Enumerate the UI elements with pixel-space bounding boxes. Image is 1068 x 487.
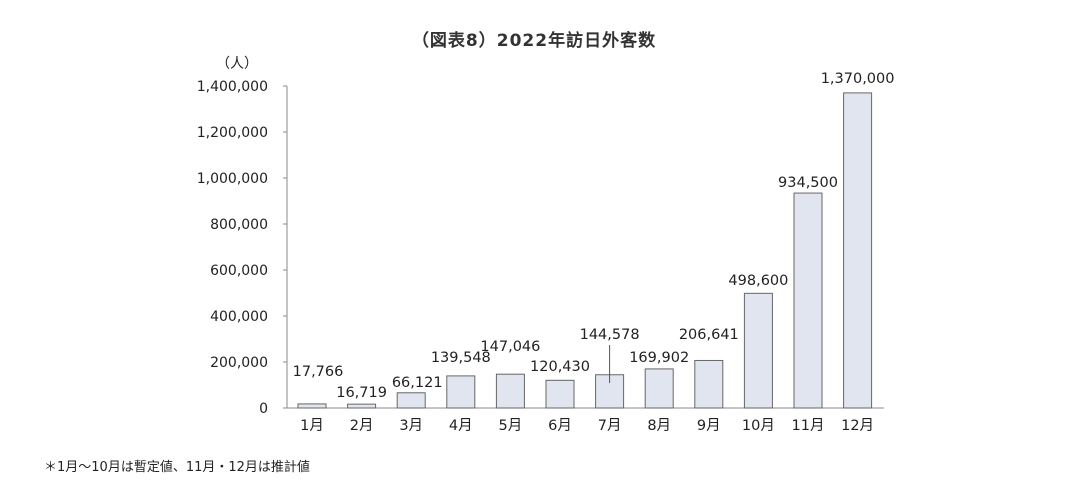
y-tick-label: 800,000 xyxy=(210,217,268,233)
bar-4 xyxy=(446,375,476,409)
x-tick-label: 10月 xyxy=(742,418,775,434)
bar-10 xyxy=(743,292,773,409)
y-tick-label: 200,000 xyxy=(210,355,268,371)
y-tick-label: 1,400,000 xyxy=(197,79,268,95)
data-label: 169,902 xyxy=(629,350,689,366)
data-label: 120,430 xyxy=(530,359,590,375)
x-tick-label: 4月 xyxy=(449,418,473,434)
y-tick-label: 400,000 xyxy=(210,309,268,325)
bar-9 xyxy=(694,359,724,409)
y-axis-unit: （人） xyxy=(216,56,258,72)
bar-11 xyxy=(793,192,823,409)
x-tick-label: 7月 xyxy=(598,418,622,434)
data-label: 144,578 xyxy=(580,327,640,343)
x-tick-label: 9月 xyxy=(697,418,721,434)
x-tick-label: 3月 xyxy=(399,418,423,434)
bar-12 xyxy=(843,92,873,409)
data-label: 66,121 xyxy=(392,375,443,391)
data-label: 1,370,000 xyxy=(821,71,895,87)
data-label: 147,046 xyxy=(480,339,540,355)
x-tick-label: 6月 xyxy=(548,418,572,434)
data-label: 498,600 xyxy=(728,273,788,289)
data-label: 16,719 xyxy=(336,385,387,401)
bar-6 xyxy=(545,379,575,409)
x-tick-label: 2月 xyxy=(350,418,374,434)
data-label: 139,548 xyxy=(431,350,491,366)
data-label: 206,641 xyxy=(679,327,739,343)
x-tick-label: 1月 xyxy=(300,418,324,434)
y-tick-label: 0 xyxy=(259,401,268,417)
data-label: 934,500 xyxy=(778,175,838,191)
chart-title: （図表8）2022年訪日外客数 xyxy=(412,30,656,51)
data-label: 17,766 xyxy=(293,364,344,380)
y-tick-label: 600,000 xyxy=(210,263,268,279)
footnote: ＊1月〜10月は暫定値、11月・12月は推計値 xyxy=(44,459,310,475)
y-tick-label: 1,200,000 xyxy=(197,125,268,141)
x-tick-label: 5月 xyxy=(499,418,523,434)
y-tick-label: 1,000,000 xyxy=(197,171,268,187)
x-tick-label: 11月 xyxy=(792,418,825,434)
x-tick-label: 12月 xyxy=(841,418,874,434)
bar-5 xyxy=(495,373,525,409)
bar-2 xyxy=(347,403,377,409)
bar-3 xyxy=(396,392,426,409)
bar-8 xyxy=(644,368,674,409)
bar-1 xyxy=(297,403,327,409)
x-tick-label: 8月 xyxy=(647,418,671,434)
